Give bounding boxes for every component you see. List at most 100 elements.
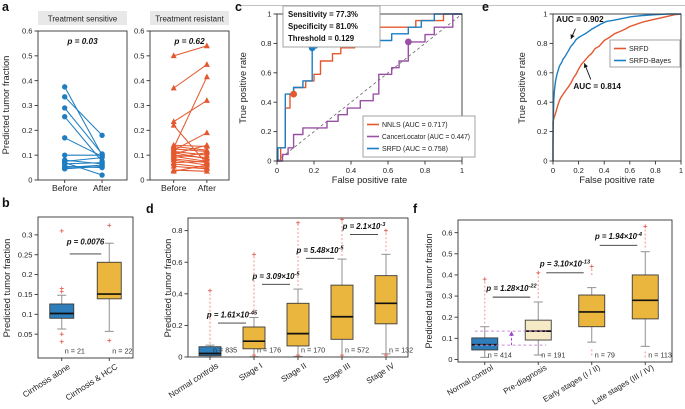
n-count-label: n = 572	[345, 346, 369, 355]
box-3	[330, 217, 354, 358]
p-value-label: p = 0.62	[173, 37, 205, 46]
y-tick-label: 0	[178, 353, 182, 362]
y-tick-label: 0.4	[442, 271, 453, 280]
n-count-label: n = 22	[112, 347, 132, 356]
x-tick-label: 0.4	[599, 166, 610, 175]
legend-label: CancerLocator (AUC = 0.447)	[382, 134, 470, 141]
chart-roc-methods: 0 0.2 0.4 0.6 0.8 1 0 0.2 0.4 0.6 0.8 1 False positi…	[238, 5, 476, 185]
y-tick-label: 0	[140, 176, 144, 185]
n-count-label: n = 132	[389, 346, 413, 355]
x-tick-label: 1	[679, 166, 683, 175]
y-tick-label: 0.3	[22, 101, 33, 110]
panel-label-b: b	[2, 196, 10, 210]
box-2	[286, 220, 310, 358]
y-tick-label: 0	[267, 157, 271, 166]
y-axis-label: Predicted tumor fraction	[2, 239, 12, 338]
x-tick-label: 1	[460, 166, 464, 175]
y-tick-label: 0.4	[537, 98, 548, 107]
y-tick-label: 0.05	[18, 330, 33, 339]
legend-label: NNLS (AUC = 0.717)	[382, 122, 448, 129]
y-tick-label: 0.2	[442, 313, 453, 322]
plot-frame	[37, 30, 128, 181]
y-tick-label: 0.1	[22, 310, 33, 319]
y-tick-label: 0.5	[22, 51, 33, 60]
y-tick-label: 0.6	[537, 68, 548, 77]
y-tick-label: 0.4	[172, 289, 183, 298]
y-tick-label: 0.8	[172, 226, 183, 235]
info-line: Specificity = 81.0%	[288, 22, 358, 31]
auc-annotation: AUC = 0.814	[573, 82, 621, 91]
p-value-label: p = 0.03	[66, 37, 98, 46]
subplot-title-bg	[38, 11, 127, 25]
plot-frame	[457, 219, 673, 363]
roc-c: 0 0.2 0.4 0.6 0.8 1 0 0.2 0.4 0.6 0.8 1 False positi…	[238, 5, 476, 185]
y-tick-label: 0.1	[442, 334, 453, 343]
y-tick-label: 0.6	[134, 27, 145, 36]
y-axis-label: Predicted tumor fraction	[1, 56, 11, 155]
x-axis-label: False positive rate	[579, 175, 654, 185]
y-axis-label: True positive rate	[238, 52, 248, 123]
n-count-label: n = 79	[595, 351, 615, 360]
p-value-label: p = 3.10×10-13	[539, 259, 591, 268]
x-category-label: Stage III	[322, 361, 352, 385]
threshold-marker	[404, 38, 412, 46]
n-count-label: n = 191	[541, 351, 565, 360]
pair-lines	[64, 86, 103, 176]
x-tick-label: 0.8	[420, 166, 431, 175]
x-category-label: Cirrhosis & HCC	[64, 362, 119, 402]
roc-curve-1	[552, 13, 681, 161]
panel-label-c: c	[235, 0, 242, 14]
subplot-a-sensitive: Treatment sensitive 0 0.1 0.2 0.3 0.4 0.5 0.6 Be…	[1, 11, 128, 193]
n-count-label: n = 21	[65, 347, 85, 356]
box-0	[198, 288, 222, 358]
x-tick-label: 0.6	[383, 166, 394, 175]
x-axis-label: False positive rate	[332, 175, 407, 185]
x-category-label: Pre-diagnosis	[502, 363, 549, 396]
y-tick-label: 0.2	[261, 127, 272, 136]
y-tick-label: 0.15	[18, 290, 33, 299]
y-tick-label: 0.3	[442, 292, 453, 301]
legend: SRFD SRFD-Bayes	[609, 39, 681, 68]
y-tick-label: 0.2	[22, 126, 33, 135]
p-value-label: p = 3.09×10-5	[251, 272, 300, 281]
y-tick-label: 0.5	[442, 249, 453, 258]
info-line: Threshold = 0.129	[288, 34, 355, 43]
plot-frame	[187, 217, 409, 358]
x-category-label: Before	[52, 183, 78, 193]
chart-paired-treatment: Treatment sensitive 0 0.1 0.2 0.3 0.4 0.5 0.6 Be…	[1, 11, 230, 193]
x-tick-label: 0.8	[650, 166, 661, 175]
x-category-label: After	[198, 183, 216, 193]
roc-e: 0 0.2 0.4 0.6 0.8 1 0 0.2 0.4 0.6 0.8 1 False positi…	[517, 10, 683, 185]
p-value-label: p = 0.0076	[66, 237, 105, 246]
x-tick-label: 0.6	[625, 166, 636, 175]
y-tick-label: 0.1	[22, 151, 33, 160]
pair-markers	[61, 84, 105, 178]
info-box: Sensitivity = 77.3% Specificity = 81.0% Th…	[282, 5, 381, 48]
boxplot-f: 0 0.1 0.2 0.3 0.4 0.5 0.6 Normal control n = 414…	[424, 219, 673, 407]
x-category-label: Stage II	[280, 361, 309, 384]
y-axis-label: Predicted total tumor fraction	[424, 233, 434, 348]
box-0	[471, 277, 499, 358]
subplot-title-bg	[150, 11, 229, 25]
y-tick-label: 1	[267, 10, 271, 19]
n-count-label: n = 835	[213, 346, 237, 355]
arrow-head	[570, 34, 575, 39]
y-tick-label: 0.25	[18, 250, 33, 259]
y-tick-label: 0.5	[134, 51, 145, 60]
subplot-title: Treatment resistant	[155, 15, 224, 24]
arrow-head	[583, 63, 588, 68]
y-tick-label: 0.3	[134, 101, 145, 110]
panel-label-a: a	[2, 0, 9, 14]
y-tick-label: 0	[28, 176, 32, 185]
x-category-label: Before	[161, 183, 187, 193]
subplot-title: Treatment sensitive	[48, 15, 118, 24]
y-tick-label: 0.6	[261, 68, 272, 77]
x-category-label: Stage IV	[365, 361, 397, 386]
box-1	[242, 252, 266, 358]
subplot-a-resistant: Treatment resistant 0 0.1 0.2 0.3 0.4 0.5 0.6 Be…	[134, 11, 230, 193]
y-axis-label: True positive rate	[517, 52, 527, 123]
auc-annotation: AUC = 0.902	[556, 15, 604, 24]
